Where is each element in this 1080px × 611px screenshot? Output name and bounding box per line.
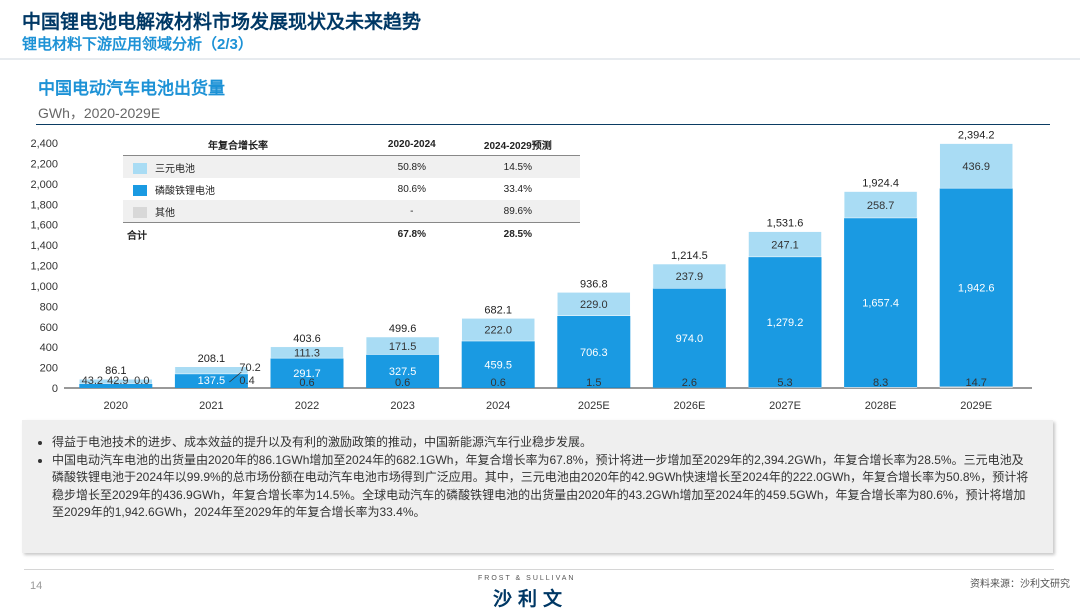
y-tick-label: 800 <box>40 301 58 313</box>
cagr-row-other: 其他 - 89.6% <box>123 200 580 223</box>
ncm-value-label: 42.9 <box>107 375 128 387</box>
bar-total-label: 1,214.5 <box>671 250 708 262</box>
cagr-row-lfp: 磷酸铁锂电池 80.6% 33.4% <box>123 178 580 200</box>
bar-total-label: 1,924.4 <box>862 178 899 190</box>
cagr-table: 年复合增长率 2020-2024 2024-2029预测 三元电池 50.8% … <box>123 133 580 245</box>
ncm-value-label: 237.9 <box>676 271 704 283</box>
bar-total-label: 208.1 <box>198 353 226 365</box>
ncm-value-label: 111.3 <box>294 347 320 359</box>
y-tick-label: 1,600 <box>30 220 58 232</box>
chart-unit: GWh，2020-2029E <box>38 103 160 123</box>
y-tick-label: 2,200 <box>30 158 58 170</box>
legend-swatch-other <box>133 207 147 218</box>
cagr-header-period1: 2020-2024 <box>368 133 456 156</box>
legend-swatch-ncm <box>133 163 147 174</box>
y-tick-label: 1,000 <box>30 281 58 293</box>
x-tick-label: 2024 <box>486 400 510 412</box>
x-tick-label: 2021 <box>199 400 223 412</box>
other-value-label: 0.6 <box>491 377 506 389</box>
y-tick-label: 1,400 <box>30 240 58 252</box>
ncm-value-label: 70.2 <box>239 362 260 374</box>
lfp-value-label: 1,657.4 <box>862 298 899 310</box>
other-value-label: 1.5 <box>586 377 601 389</box>
bar-total-label: 2,394.2 <box>958 130 995 142</box>
y-tick-label: 1,200 <box>30 261 58 273</box>
other-value-label: 14.7 <box>965 377 986 389</box>
cagr-row-name: 磷酸铁锂电池 <box>155 186 215 197</box>
bar-total-label: 1,531.6 <box>767 218 804 230</box>
lfp-value-label: 459.5 <box>484 359 512 371</box>
source-note: 资料来源：沙利文研究 <box>970 575 1070 590</box>
lfp-value-label: 974.0 <box>676 333 704 345</box>
bar-segment-ncm <box>175 367 248 374</box>
cagr-row-name: 其他 <box>155 208 175 219</box>
cagr-total-value: 67.8% <box>368 223 456 246</box>
ncm-value-label: 229.0 <box>580 299 608 311</box>
cagr-row-total: 合计 67.8% 28.5% <box>123 223 580 246</box>
ncm-value-label: 222.0 <box>484 325 512 337</box>
cagr-row-value: 89.6% <box>456 200 580 223</box>
bar-total-label: 682.1 <box>484 304 512 316</box>
y-tick-label: 1,800 <box>30 199 58 211</box>
x-tick-label: 2029E <box>960 400 992 412</box>
y-tick-label: 2,000 <box>30 179 58 191</box>
x-tick-label: 2020 <box>104 400 128 412</box>
x-tick-label: 2028E <box>865 400 897 412</box>
brand-logo-cn: 沙利文 <box>493 584 568 611</box>
brand-logo-en: FROST & SULLIVAN <box>478 575 575 582</box>
bar-total-label: 499.6 <box>389 323 417 335</box>
y-tick-label: 200 <box>40 363 58 375</box>
other-value-label: 0.6 <box>395 377 410 389</box>
page-title: 中国锂电池电解液材料市场发展现状及未来趋势 <box>22 7 421 34</box>
x-tick-label: 2026E <box>673 400 705 412</box>
cagr-row-value: 33.4% <box>456 178 580 200</box>
lfp-value-label: 1,279.2 <box>767 317 804 329</box>
y-tick-label: 2,400 <box>30 138 58 150</box>
cagr-row-value: 80.6% <box>368 178 456 200</box>
cagr-row-value: - <box>368 200 456 223</box>
cagr-row-ncm: 三元电池 50.8% 14.5% <box>123 156 580 179</box>
title-divider <box>0 58 1080 60</box>
legend-swatch-lfp <box>133 185 147 196</box>
cagr-total-value: 28.5% <box>456 223 580 246</box>
cagr-row-value: 14.5% <box>456 156 580 179</box>
ncm-value-label: 258.7 <box>867 200 895 212</box>
ncm-value-label: 436.9 <box>962 161 990 173</box>
other-value-label: 0.0 <box>134 375 149 387</box>
page-subtitle: 锂电材料下游应用领域分析（2/3） <box>22 33 253 54</box>
lfp-value-label: 1,942.6 <box>958 282 995 294</box>
chart-title: 中国电动汽车电池出货量 <box>38 74 225 99</box>
lfp-value-label: 706.3 <box>580 347 608 359</box>
x-tick-label: 2025E <box>578 400 610 412</box>
x-tick-label: 2023 <box>390 400 414 412</box>
ncm-value-label: 247.1 <box>771 239 799 251</box>
cagr-row-value: 50.8% <box>368 156 456 179</box>
lfp-value-label: 137.5 <box>198 375 226 387</box>
other-value-label: 0.6 <box>299 377 314 389</box>
lfp-value-label: 43.2 <box>82 375 103 387</box>
x-tick-label: 2022 <box>295 400 319 412</box>
note-item: 得益于电池技术的进步、成本效益的提升以及有利的激励政策的推动，中国新能源汽车行业… <box>52 434 1035 452</box>
cagr-row-name: 三元电池 <box>155 164 195 175</box>
cagr-header-period2: 2024-2029预测 <box>456 133 580 156</box>
other-value-label: 5.3 <box>777 377 792 389</box>
y-tick-label: 400 <box>40 342 58 354</box>
y-tick-label: 600 <box>40 322 58 334</box>
other-value-label: 2.6 <box>682 377 697 389</box>
footer-divider <box>24 569 1054 570</box>
bar-total-label: 403.6 <box>293 333 321 345</box>
page-number: 14 <box>30 580 42 592</box>
other-value-label: 8.3 <box>873 377 888 389</box>
x-tick-label: 2027E <box>769 400 801 412</box>
ncm-value-label: 171.5 <box>389 341 417 353</box>
cagr-header-label: 年复合增长率 <box>123 133 368 156</box>
note-item: 中国电动汽车电池的出货量由2020年的86.1GWh增加至2024年的682.1… <box>52 452 1035 522</box>
cagr-total-name: 合计 <box>123 223 368 246</box>
bar-total-label: 936.8 <box>580 278 608 290</box>
y-tick-label: 0 <box>52 383 58 395</box>
other-value-label: 0.4 <box>239 375 254 387</box>
notes-box: 得益于电池技术的进步、成本效益的提升以及有利的激励政策的推动，中国新能源汽车行业… <box>22 420 1053 553</box>
